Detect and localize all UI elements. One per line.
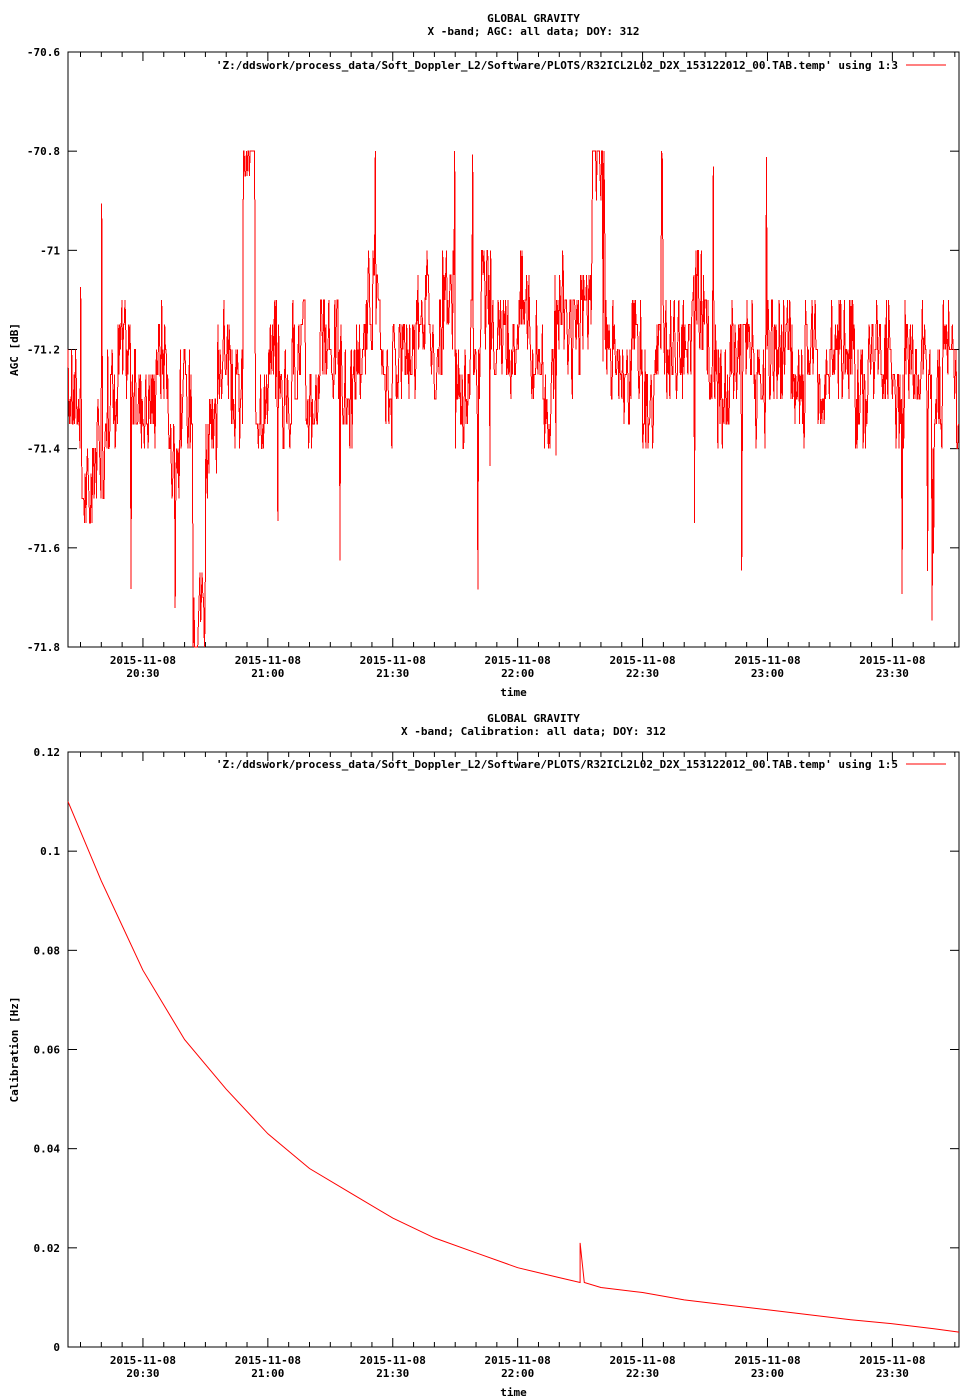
x-tick-time-label: 20:30 [126,667,159,680]
y-tick-label: -71 [40,244,60,257]
y-tick-label: 0 [53,1341,60,1354]
x-tick-time-label: 21:00 [251,1367,284,1380]
y-tick-label: 0.12 [34,746,61,759]
plot-frame [67,751,960,1348]
x-tick-date-label: 2015-11-08 [235,1354,301,1367]
x-axis-label: time [500,1386,527,1399]
legend-label: 'Z:/ddswork/process_data/Soft_Doppler_L2… [216,59,898,72]
x-tick-time-label: 22:00 [501,667,534,680]
y-tick-label: -71.6 [27,542,60,555]
x-tick-time-label: 20:30 [126,1367,159,1380]
x-tick-date-label: 2015-11-08 [360,1354,426,1367]
y-axis-label: AGC [dB] [8,323,21,376]
y-tick-label: 0.1 [40,845,60,858]
y-axis-label: Calibration [Hz] [8,997,21,1103]
chart-subtitle: X -band; AGC: all data; DOY: 312 [428,25,640,38]
y-tick-label: 0.04 [34,1143,61,1156]
x-tick-time-label: 22:00 [501,1367,534,1380]
x-tick-date-label: 2015-11-08 [609,1354,675,1367]
x-tick-time-label: 21:30 [376,667,409,680]
x-tick-date-label: 2015-11-08 [859,1354,925,1367]
x-axis-label: time [500,686,527,699]
y-tick-label: 0.02 [34,1242,61,1255]
chart-title: GLOBAL GRAVITY [487,712,580,725]
x-tick-time-label: 23:00 [751,1367,784,1380]
series-line [67,801,960,1333]
y-tick-label: -70.6 [27,46,60,59]
x-tick-date-label: 2015-11-08 [235,654,301,667]
y-tick-label: -70.8 [27,145,60,158]
x-tick-time-label: 21:00 [251,667,284,680]
y-tick-label: -71.2 [27,344,60,357]
chart-title: GLOBAL GRAVITY [487,12,580,25]
x-tick-date-label: 2015-11-08 [734,1354,800,1367]
x-tick-date-label: 2015-11-08 [609,654,675,667]
y-tick-label: -71.8 [27,641,60,654]
x-tick-time-label: 22:30 [626,667,659,680]
x-tick-time-label: 21:30 [376,1367,409,1380]
x-tick-date-label: 2015-11-08 [485,654,551,667]
chart-subtitle: X -band; Calibration: all data; DOY: 312 [401,725,666,738]
y-tick-label: 0.06 [34,1044,61,1057]
series-line [67,150,959,648]
x-tick-date-label: 2015-11-08 [859,654,925,667]
x-tick-time-label: 23:30 [876,1367,909,1380]
x-tick-date-label: 2015-11-08 [734,654,800,667]
x-tick-date-label: 2015-11-08 [485,1354,551,1367]
legend-label: 'Z:/ddswork/process_data/Soft_Doppler_L2… [216,758,898,771]
x-tick-date-label: 2015-11-08 [110,654,176,667]
x-tick-time-label: 23:30 [876,667,909,680]
y-tick-label: -71.4 [27,443,60,456]
x-tick-time-label: 22:30 [626,1367,659,1380]
y-tick-label: 0.08 [34,944,61,957]
x-tick-time-label: 23:00 [751,667,784,680]
x-tick-date-label: 2015-11-08 [110,1354,176,1367]
x-tick-date-label: 2015-11-08 [360,654,426,667]
plot-frame [67,51,960,648]
